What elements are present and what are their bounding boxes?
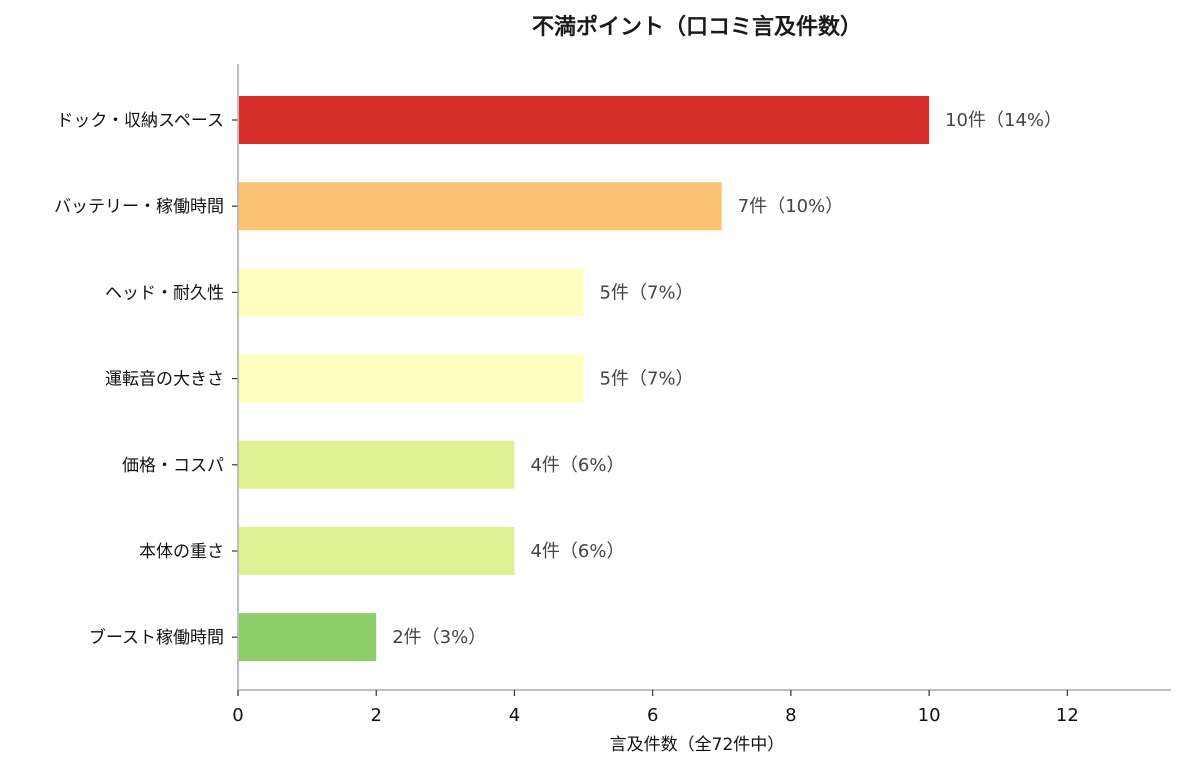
bar	[239, 440, 515, 489]
bar	[239, 268, 584, 317]
chart-title: 不満ポイント（口コミ言及件数）	[532, 14, 862, 40]
x-tick-label: 6	[647, 705, 658, 726]
bar	[239, 182, 722, 231]
bars-layer: 10件（14%） 7件（10%） 5件（7%） 5件（7%） 4件（6%） 4件（6%） 2…	[239, 96, 1062, 662]
x-tick-label: 12	[1056, 705, 1079, 726]
y-tick-label: ドック・収納スペース	[56, 111, 224, 131]
y-tick-label: 価格・コスパ	[122, 456, 224, 476]
y-tick-label: 運転音の大きさ	[105, 370, 224, 390]
data-label: 4件（6%）	[530, 455, 624, 476]
y-tick-label: 本体の重さ	[139, 542, 224, 562]
x-tick-label: 8	[785, 705, 796, 726]
x-tick-label: 10	[918, 705, 941, 726]
y-tick-label: ヘッド・耐久性	[105, 283, 224, 303]
x-tick-label: 0	[232, 705, 243, 726]
x-axis-title: 言及件数（全72件中）	[610, 735, 785, 755]
bar	[239, 527, 515, 575]
x-tick-label: 4	[509, 705, 520, 726]
data-label: 7件（10%）	[738, 196, 843, 217]
y-tick-label: ブースト稼働時間	[89, 627, 224, 648]
bar	[239, 96, 930, 144]
y-tick-label: バッテリー・稼働時間	[54, 197, 224, 217]
bar	[239, 354, 584, 403]
axes-layer: ドック・収納スペースバッテリー・稼働時間ヘッド・耐久性運転音の大きさ価格・コスパ…	[54, 64, 1171, 726]
data-label: 10件（14%）	[945, 110, 1062, 131]
data-label: 2件（3%）	[392, 627, 486, 648]
data-label: 5件（7%）	[600, 369, 694, 390]
data-label: 4件（6%）	[530, 541, 624, 562]
x-tick-label: 2	[370, 705, 381, 726]
data-label: 5件（7%）	[600, 282, 694, 303]
bar	[239, 613, 377, 662]
